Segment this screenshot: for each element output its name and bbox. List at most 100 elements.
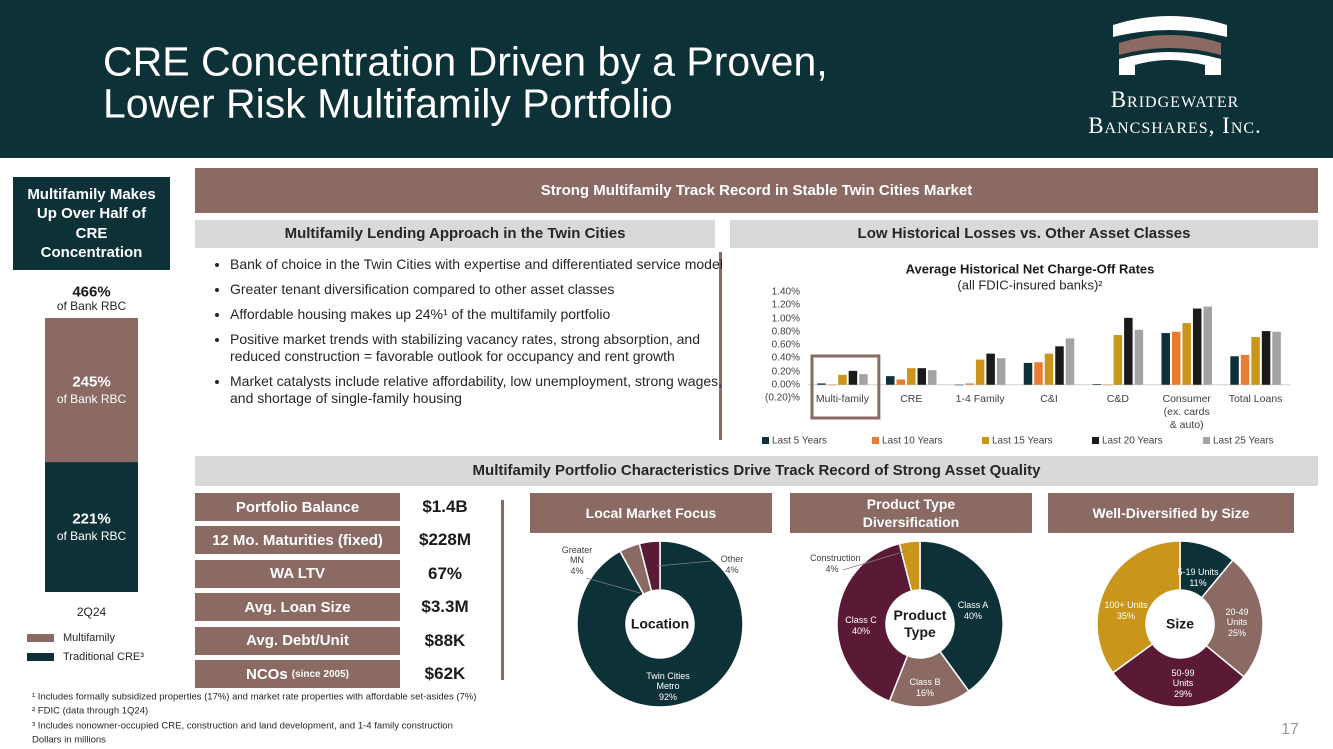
legend-swatch [1203, 437, 1210, 444]
legend-label: Last 25 Years [1213, 435, 1274, 447]
stat-value: 67% [427, 563, 463, 583]
slice-label: 5-19 Units [1177, 567, 1219, 577]
leader-line [656, 560, 713, 567]
bar [986, 353, 995, 385]
slice-value: 92% [658, 692, 678, 702]
stat-value: $228M [419, 530, 471, 550]
bar [907, 368, 916, 385]
bar [1124, 317, 1133, 385]
value-note: of Bank RBC [56, 392, 127, 407]
legend-label: Last 15 Years [992, 435, 1053, 447]
slice-label: Twin Cities Metro [646, 671, 690, 691]
leader-line [585, 577, 641, 594]
bar [1182, 323, 1191, 385]
bullet-list: Bank of choice in the Twin Cities with e… [205, 256, 740, 415]
bar [1134, 329, 1144, 385]
bar [1065, 338, 1075, 385]
stat-label: Avg. Loan Size [244, 598, 351, 616]
stat-label-box: Portfolio Balance [195, 493, 400, 521]
slice-value: 29% [1173, 689, 1193, 699]
stat-label-box: 12 Mo. Maturities (fixed) [195, 526, 400, 555]
bar [886, 376, 895, 385]
title-line: Lower Risk Multifamily Portfolio [103, 80, 673, 127]
bar [1103, 384, 1112, 386]
slice-value: 40% [963, 611, 983, 621]
y-tick-label: 0.20% [771, 366, 800, 377]
legend-swatch [982, 437, 989, 444]
bar [928, 370, 937, 385]
slice-value: 35% [1116, 611, 1136, 621]
page-number: 17 [1281, 721, 1299, 738]
stat-value: $1.4B [422, 497, 468, 516]
sidebar-heading-box: Multifamily Makes Up Over Half of CRE Co… [13, 177, 170, 270]
y-tick-label: 1.20% [771, 299, 800, 311]
bar [1055, 346, 1064, 385]
bar [859, 374, 868, 385]
bar [848, 370, 858, 385]
bar [954, 384, 964, 386]
stat-label: NCOs [246, 665, 288, 683]
legend-swatch [27, 634, 54, 642]
value-label: 221% [72, 510, 111, 528]
legend-swatch [27, 653, 54, 661]
footnote: ² FDIC (data through 1Q24) [32, 705, 149, 717]
x-tick-label: Consumer (ex. cards & auto) [1162, 393, 1211, 431]
logo-text: Bridgewater [1110, 87, 1240, 112]
bar [1272, 331, 1281, 385]
bar [827, 384, 837, 386]
bullet: Greater tenant diversification compared … [230, 281, 740, 298]
banner: Multifamily Portfolio Characteristics Dr… [472, 462, 1041, 480]
bar [1092, 384, 1102, 385]
x-tick-label: Total Loans [1228, 393, 1283, 405]
title-line: CRE Concentration Driven by a Proven, [103, 38, 828, 85]
legend-label: Last 5 Years [772, 435, 828, 447]
slice-value: 4% [825, 564, 839, 574]
divider [501, 500, 504, 680]
slice [618, 542, 653, 596]
bar [1023, 362, 1033, 385]
header-band [0, 0, 1333, 158]
slice-label: Class A [957, 600, 989, 610]
y-tick-label: (0.20)% [764, 392, 800, 404]
y-tick-label: 0.80% [771, 326, 800, 338]
slice-value: 11% [1189, 578, 1207, 588]
y-tick-label: 1.40% [771, 286, 800, 298]
bar [975, 359, 985, 385]
center-label: Product Type [893, 607, 947, 640]
bar [996, 358, 1006, 385]
y-tick-label: 1.00% [771, 313, 800, 324]
bar [1261, 331, 1271, 385]
slice-label: 20-49 Units [1225, 607, 1249, 627]
x-tick-label: C&I [1040, 393, 1058, 405]
stat-value: $62K [424, 664, 466, 683]
bar [1203, 306, 1212, 385]
slice-label: Greater MN [561, 545, 593, 565]
bar [1230, 356, 1239, 385]
bar [1251, 337, 1260, 385]
bullet: Positive market trends with stabilizing … [230, 331, 740, 365]
value-note: of Bank RBC [56, 299, 127, 313]
slice-label: Construction [810, 553, 861, 563]
value-label: 245% [72, 373, 111, 391]
slice [638, 540, 661, 592]
slice-value: 4% [725, 565, 739, 575]
slice-value: 4% [570, 566, 584, 576]
x-tick-label: Multi-family [815, 393, 869, 405]
center-label: Size [1165, 615, 1194, 632]
legend-swatch [762, 437, 769, 444]
slice-value: 40% [851, 626, 871, 636]
stat-value: $3.3M [421, 597, 469, 617]
y-tick-label: 0.60% [771, 339, 800, 351]
logo-icon [1113, 16, 1227, 75]
section-heading-box: Low Historical Losses vs. Other Asset Cl… [730, 220, 1318, 248]
center-label: Location [630, 615, 690, 632]
chart-title: Product Type Diversification [862, 495, 960, 530]
footnote: ¹ Includes formally subsidized propertie… [32, 691, 477, 703]
bullet: Market catalysts include relative afford… [230, 373, 740, 407]
stat-label-box: Avg. Loan Size [195, 593, 400, 622]
slice-label: 100+ Units [1104, 600, 1148, 610]
chart-title-box: Product Type Diversification [790, 493, 1032, 533]
stat-label: 12 Mo. Maturities (fixed) [212, 531, 383, 549]
legend-label: Traditional CRE³ [63, 651, 144, 663]
slice-value: 16% [915, 688, 935, 698]
